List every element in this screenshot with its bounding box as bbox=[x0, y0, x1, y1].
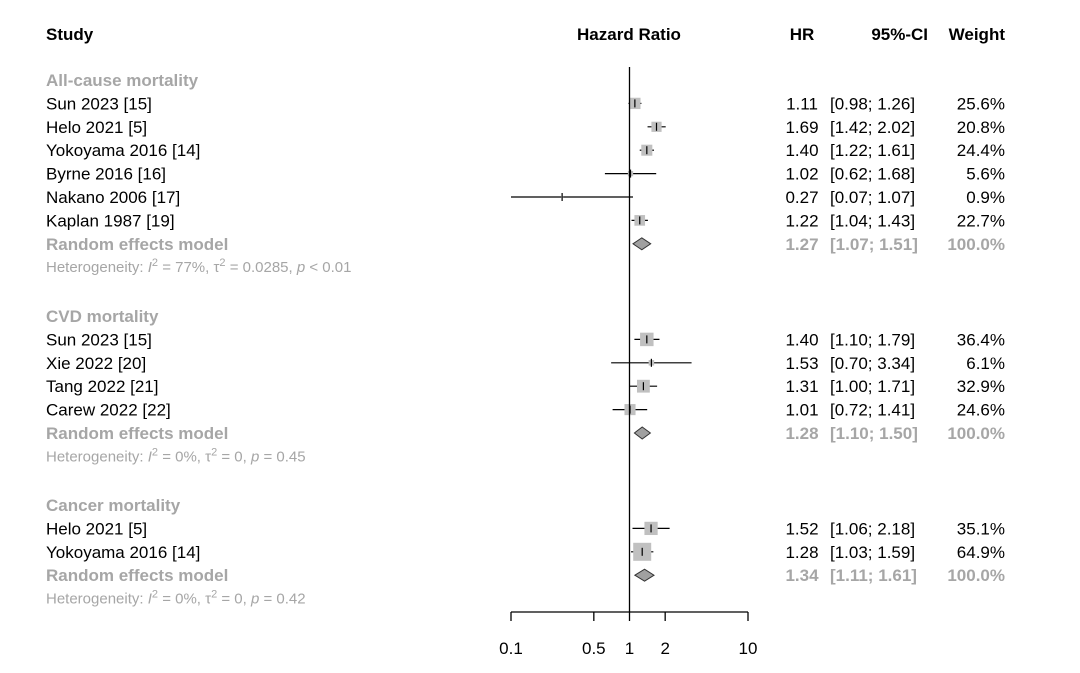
x-tick-label: 1 bbox=[625, 639, 634, 658]
header-weight: Weight bbox=[949, 25, 1006, 44]
forest-rows: All-cause mortality Sun 2023 [15] 1.11 [0.9… bbox=[46, 67, 1005, 612]
study-label: Carew 2022 [22] bbox=[46, 401, 171, 420]
weight-value: 32.9% bbox=[957, 377, 1005, 396]
weight-value: 24.6% bbox=[957, 401, 1005, 420]
header-study: Study bbox=[46, 25, 94, 44]
hr-value: 1.22 bbox=[785, 211, 818, 230]
hr-value: 1.69 bbox=[785, 118, 818, 137]
x-axis: 0.1 0.5 1 2 10 bbox=[499, 611, 758, 658]
summary-diamond bbox=[633, 568, 655, 582]
hr-value: 1.40 bbox=[785, 330, 818, 349]
group-title: CVD mortality bbox=[46, 307, 159, 326]
x-tick-label: 0.5 bbox=[582, 639, 606, 658]
study-label: Sun 2023 [15] bbox=[46, 94, 152, 113]
model-weight: 100.0% bbox=[947, 566, 1005, 585]
heterogeneity-text: Heterogeneity: I2 = 77%, τ2 = 0.0285, p … bbox=[46, 257, 352, 276]
model-weight: 100.0% bbox=[947, 235, 1005, 254]
ci-value: [0.62; 1.68] bbox=[830, 165, 915, 184]
study-label: Sun 2023 [15] bbox=[46, 330, 152, 349]
ci-value: [0.07; 1.07] bbox=[830, 188, 915, 207]
model-label: Random effects model bbox=[46, 424, 228, 443]
ci-value: [0.72; 1.41] bbox=[830, 401, 915, 420]
heterogeneity-text: Heterogeneity: I2 = 0%, τ2 = 0, p = 0.42 bbox=[46, 589, 306, 608]
study-label: Helo 2021 [5] bbox=[46, 118, 147, 137]
weight-value: 22.7% bbox=[957, 211, 1005, 230]
weight-value: 64.9% bbox=[957, 543, 1005, 562]
study-label: Yokoyama 2016 [14] bbox=[46, 543, 200, 562]
weight-value: 25.6% bbox=[957, 94, 1005, 113]
header-ci: 95%-CI bbox=[871, 25, 928, 44]
ci-value: [1.00; 1.71] bbox=[830, 377, 915, 396]
hr-value: 1.31 bbox=[785, 377, 818, 396]
model-hr: 1.27 bbox=[785, 235, 818, 254]
model-label: Random effects model bbox=[46, 566, 228, 585]
header-hazard-ratio: Hazard Ratio bbox=[577, 25, 681, 44]
summary-diamond bbox=[632, 237, 652, 251]
weight-value: 24.4% bbox=[957, 141, 1005, 160]
ci-value: [1.22; 1.61] bbox=[830, 141, 915, 160]
model-hr: 1.34 bbox=[785, 566, 819, 585]
hr-value: 1.53 bbox=[785, 354, 818, 373]
study-label: Helo 2021 [5] bbox=[46, 519, 147, 538]
weight-value: 6.1% bbox=[966, 354, 1005, 373]
x-tick-label: 2 bbox=[660, 639, 669, 658]
model-hr: 1.28 bbox=[785, 424, 818, 443]
hr-value: 1.11 bbox=[786, 94, 818, 113]
ci-value: [1.04; 1.43] bbox=[830, 211, 915, 230]
model-label: Random effects model bbox=[46, 235, 228, 254]
heterogeneity-text: Heterogeneity: I2 = 0%, τ2 = 0, p = 0.45 bbox=[46, 446, 306, 465]
x-tick-label: 0.1 bbox=[499, 639, 523, 658]
study-label: Tang 2022 [21] bbox=[46, 377, 158, 396]
hr-value: 1.52 bbox=[785, 519, 818, 538]
group-title: All-cause mortality bbox=[46, 71, 199, 90]
ci-value: [1.10; 1.79] bbox=[830, 330, 915, 349]
weight-value: 36.4% bbox=[957, 330, 1005, 349]
model-ci: [1.11; 1.61] bbox=[830, 566, 917, 585]
ci-value: [1.03; 1.59] bbox=[830, 543, 915, 562]
hr-value: 1.28 bbox=[785, 543, 818, 562]
x-tick-label: 10 bbox=[739, 639, 758, 658]
study-label: Kaplan 1987 [19] bbox=[46, 211, 175, 230]
ci-value: [1.06; 2.18] bbox=[830, 519, 915, 538]
hr-value: 1.40 bbox=[785, 141, 818, 160]
study-label: Xie 2022 [20] bbox=[46, 354, 146, 373]
study-label: Byrne 2016 [16] bbox=[46, 165, 166, 184]
weight-value: 5.6% bbox=[966, 165, 1005, 184]
model-ci: [1.07; 1.51] bbox=[830, 235, 918, 254]
group-title: Cancer mortality bbox=[46, 496, 181, 515]
header-hr: HR bbox=[790, 25, 815, 44]
model-weight: 100.0% bbox=[947, 424, 1005, 443]
weight-value: 20.8% bbox=[957, 118, 1005, 137]
ci-value: [1.42; 2.02] bbox=[830, 118, 915, 137]
model-ci: [1.10; 1.50] bbox=[830, 424, 918, 443]
hr-value: 1.01 bbox=[785, 401, 818, 420]
weight-value: 0.9% bbox=[966, 188, 1005, 207]
summary-diamond bbox=[633, 426, 652, 440]
ci-value: [0.98; 1.26] bbox=[830, 94, 915, 113]
study-label: Nakano 2006 [17] bbox=[46, 188, 180, 207]
weight-value: 35.1% bbox=[957, 519, 1005, 538]
ci-value: [0.70; 3.34] bbox=[830, 354, 915, 373]
study-label: Yokoyama 2016 [14] bbox=[46, 141, 200, 160]
hr-value: 1.02 bbox=[785, 165, 818, 184]
hr-value: 0.27 bbox=[785, 188, 818, 207]
